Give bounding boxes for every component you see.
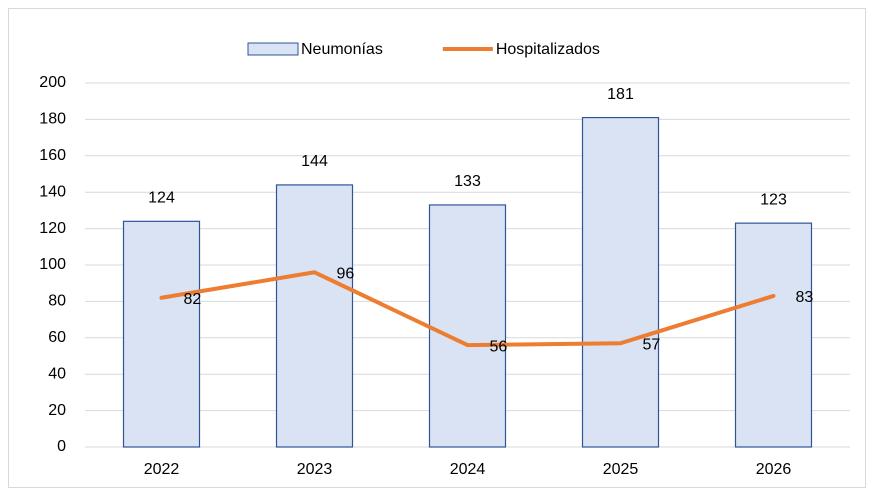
y-tick-label: 180 (39, 111, 66, 128)
data-label: 133 (454, 173, 481, 190)
data-label: 144 (301, 153, 328, 170)
legend-label: Neumonías (301, 41, 383, 58)
data-label: 124 (148, 190, 175, 207)
legend-label: Hospitalizados (496, 41, 600, 58)
y-tick-label: 20 (48, 402, 66, 419)
data-label: 82 (184, 291, 202, 308)
y-tick-label: 120 (39, 220, 66, 237)
bar (581, 116, 660, 448)
x-tick-label: 2025 (603, 461, 639, 478)
bar (275, 184, 354, 448)
data-label: 56 (490, 338, 508, 355)
bar (428, 204, 507, 448)
bar (734, 222, 813, 448)
x-tick-label: 2023 (297, 461, 333, 478)
line (159, 270, 776, 348)
y-tick-label: 0 (57, 438, 66, 455)
x-tick-label: 2026 (756, 461, 792, 478)
data-label: 83 (796, 289, 814, 306)
data-label: 96 (337, 265, 355, 282)
y-tick-label: 200 (39, 74, 66, 91)
bar (122, 220, 201, 448)
y-tick-label: 40 (48, 365, 66, 382)
legend-swatch (247, 42, 299, 56)
x-tick-label: 2024 (450, 461, 486, 478)
y-tick-label: 80 (48, 293, 66, 310)
data-label: 181 (607, 86, 634, 103)
x-tick-label: 2022 (144, 461, 180, 478)
y-tick-label: 160 (39, 147, 66, 164)
y-tick-label: 60 (48, 329, 66, 346)
data-label: 57 (643, 336, 661, 353)
y-tick-label: 100 (39, 256, 66, 273)
y-tick-label: 140 (39, 183, 66, 200)
data-label: 123 (760, 191, 787, 208)
